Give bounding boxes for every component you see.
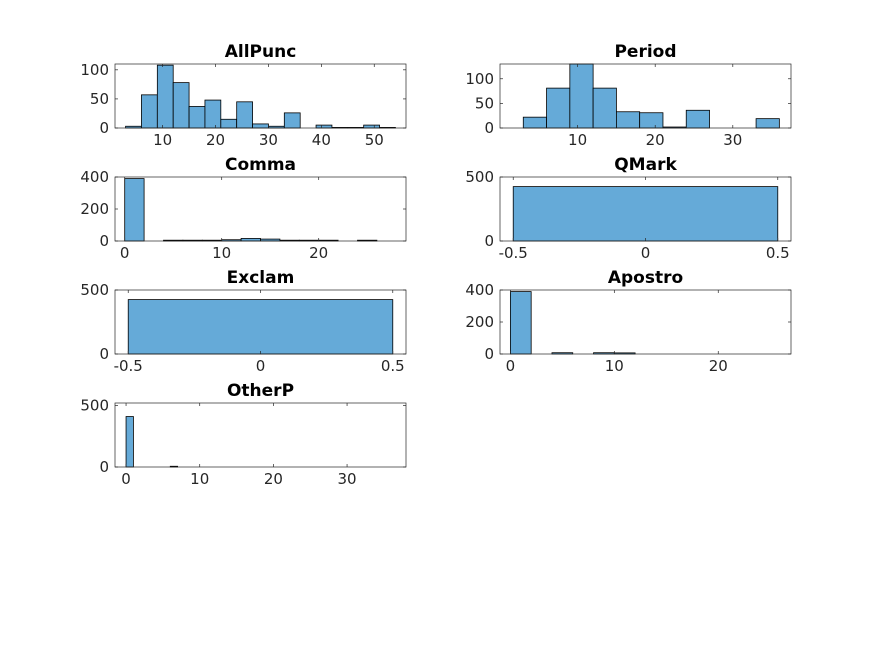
histogram-bar — [124, 178, 145, 242]
y-tick-label: 0 — [484, 345, 494, 363]
y-tick-label: 50 — [475, 94, 494, 112]
x-tick-label: 20 — [206, 131, 225, 149]
subplot-title: AllPunc — [225, 42, 297, 62]
histogram-bar — [512, 186, 779, 242]
y-tick-label: 400 — [465, 281, 494, 299]
x-tick-label: 20 — [709, 357, 728, 375]
axes-background — [115, 403, 406, 467]
subplot-allpunc: 10 20 30 40 50 0 50 100 AllPunc — [80, 42, 407, 149]
y-tick-label: 0 — [484, 119, 494, 137]
histogram-bar — [127, 299, 394, 355]
y-tick-label: 200 — [465, 313, 494, 331]
y-tick-label: 200 — [80, 200, 109, 218]
axes-background — [500, 290, 791, 354]
x-tick-label: 50 — [365, 131, 384, 149]
y-tick-label: 100 — [465, 70, 494, 88]
y-tick-label: 400 — [80, 168, 109, 186]
histogram-bar — [188, 106, 206, 129]
histogram-bar — [236, 101, 253, 129]
subplot-period: 10 20 30 0 50 100 Period — [465, 42, 792, 149]
x-tick-label: 0 — [641, 244, 651, 262]
histogram-bar — [639, 112, 664, 129]
x-tick-label: 10 — [153, 131, 172, 149]
subplot-otherp: 0 10 20 30 0 500 OtherP — [80, 381, 407, 488]
y-tick-label: 500 — [465, 168, 494, 186]
axes-box — [114, 402, 407, 468]
x-tick-label: 0 — [506, 357, 516, 375]
histogram-bar — [220, 118, 238, 129]
histogram-bar — [569, 63, 594, 129]
histogram-bar — [546, 87, 571, 129]
x-tick-label: 30 — [723, 131, 742, 149]
x-tick-label: 30 — [338, 470, 357, 488]
histogram-bar — [616, 111, 641, 129]
histogram-bar — [172, 82, 190, 129]
subplot-title: Apostro — [608, 268, 683, 288]
x-tick-label: 10 — [212, 244, 231, 262]
axes-background — [115, 177, 406, 241]
y-tick-label: 500 — [80, 396, 109, 414]
y-tick-label: 0 — [99, 119, 109, 137]
x-tick-label: 10 — [190, 470, 209, 488]
histogram-bar — [315, 124, 333, 129]
histogram-bar — [592, 87, 617, 129]
histogram-bar — [522, 116, 547, 129]
y-tick-label: 0 — [484, 232, 494, 250]
subplot-title: QMark — [614, 155, 677, 175]
y-tick-label: 100 — [80, 61, 109, 79]
axes-box — [499, 63, 792, 129]
histogram-bar — [363, 124, 380, 129]
x-tick-label: -0.5 — [499, 244, 528, 262]
y-tick-label: 50 — [90, 90, 109, 108]
histogram-bar — [509, 291, 532, 355]
histogram-bar — [685, 109, 710, 129]
x-tick-label: 0.5 — [381, 357, 405, 375]
subplot-title: Period — [614, 42, 676, 62]
histogram-bar — [125, 416, 134, 468]
histogram-bar — [755, 118, 780, 129]
axes-box — [114, 63, 407, 129]
x-tick-label: 0.5 — [766, 244, 790, 262]
x-tick-label: 20 — [264, 470, 283, 488]
x-tick-label: 10 — [605, 357, 624, 375]
subplot-title: Comma — [225, 155, 296, 175]
x-tick-label: 30 — [259, 131, 278, 149]
x-tick-label: 20 — [309, 244, 328, 262]
y-tick-label: 0 — [99, 458, 109, 476]
x-tick-label: 10 — [568, 131, 587, 149]
histogram-bar — [156, 64, 174, 129]
x-tick-label: 0 — [120, 244, 130, 262]
subplot-qmark: -0.5 0 0.5 0 500 QMark — [465, 155, 792, 262]
x-tick-label: 0 — [256, 357, 266, 375]
histogram-bar — [283, 112, 301, 129]
subplot-title: OtherP — [227, 381, 294, 401]
subplot-exclam: -0.5 0 0.5 0 500 Exclam — [80, 268, 407, 375]
histogram-bar — [204, 99, 222, 129]
x-tick-label: 0 — [121, 470, 131, 488]
subplot-title: Exclam — [227, 268, 295, 288]
x-tick-label: 40 — [312, 131, 331, 149]
x-tick-label: 20 — [646, 131, 665, 149]
histogram-bar — [240, 238, 261, 242]
y-tick-label: 0 — [99, 345, 109, 363]
histogram-bar — [252, 123, 269, 129]
y-tick-label: 0 — [99, 232, 109, 250]
histogram-bar — [141, 94, 158, 129]
x-tick-label: -0.5 — [114, 357, 143, 375]
y-tick-label: 500 — [80, 281, 109, 299]
